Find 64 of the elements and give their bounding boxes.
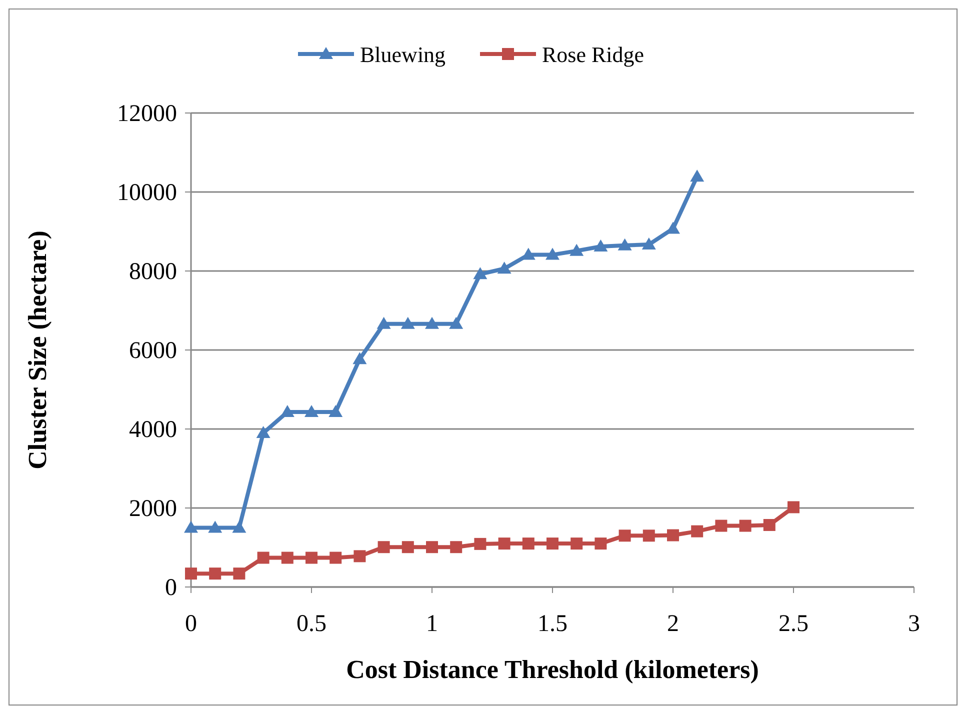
legend-label: Bluewing: [360, 42, 446, 67]
point: [280, 405, 294, 418]
point: [208, 520, 222, 533]
point: [788, 501, 800, 514]
point: [425, 316, 439, 329]
y-tick-label: 12000: [117, 101, 177, 127]
point: [306, 552, 318, 564]
y-tick-label: 8000: [129, 259, 177, 285]
point: [257, 552, 270, 564]
point: [618, 238, 632, 250]
y-axis-title: Cluster Size (hectare): [23, 230, 52, 470]
point: [473, 267, 488, 280]
point: [594, 240, 608, 252]
point: [546, 538, 558, 550]
point: [715, 520, 728, 532]
point: [594, 538, 607, 550]
point: [642, 530, 655, 542]
point: [498, 538, 510, 550]
y-tick-label: 2000: [129, 496, 177, 522]
x-tick-label: 3: [908, 611, 920, 637]
point: [546, 248, 560, 260]
y-tick-label: 6000: [129, 338, 177, 364]
point: [763, 518, 776, 531]
x-tick-label: 0: [185, 611, 197, 637]
point: [185, 568, 197, 580]
x-tick-label: 0.5: [296, 611, 326, 637]
point: [400, 316, 415, 329]
point: [352, 352, 367, 364]
point: [449, 316, 464, 329]
point: [497, 262, 512, 274]
point: [667, 529, 679, 542]
point: [402, 541, 414, 554]
point: [426, 541, 438, 554]
point: [354, 550, 366, 562]
point: [522, 538, 534, 550]
point: [376, 316, 391, 329]
point: [474, 538, 486, 550]
x-axis-title: Cost Distance Threshold (kilometers): [346, 655, 759, 684]
legend-label: Rose Ridge: [542, 42, 644, 67]
point: [184, 520, 198, 533]
x-tick-label: 1: [426, 611, 438, 637]
point: [328, 405, 343, 418]
point: [330, 552, 342, 564]
point: [233, 568, 246, 580]
x-tick-label: 1.5: [538, 611, 568, 637]
point: [450, 541, 462, 554]
point: [304, 405, 318, 418]
point: [570, 244, 584, 256]
point: [378, 541, 390, 554]
y-tick-label: 4000: [129, 417, 177, 443]
point: [232, 520, 246, 533]
point: [691, 525, 704, 538]
y-tick-label: 10000: [117, 180, 177, 206]
point: [642, 238, 656, 250]
x-tick-label: 2: [667, 611, 679, 637]
point: [618, 530, 631, 542]
point: [739, 520, 752, 532]
y-tick-label: 0: [165, 575, 177, 601]
point: [209, 568, 222, 580]
point: [256, 426, 270, 438]
x-tick-label: 2.5: [778, 611, 808, 637]
point: [690, 170, 704, 182]
point: [281, 552, 294, 564]
point: [570, 538, 583, 550]
